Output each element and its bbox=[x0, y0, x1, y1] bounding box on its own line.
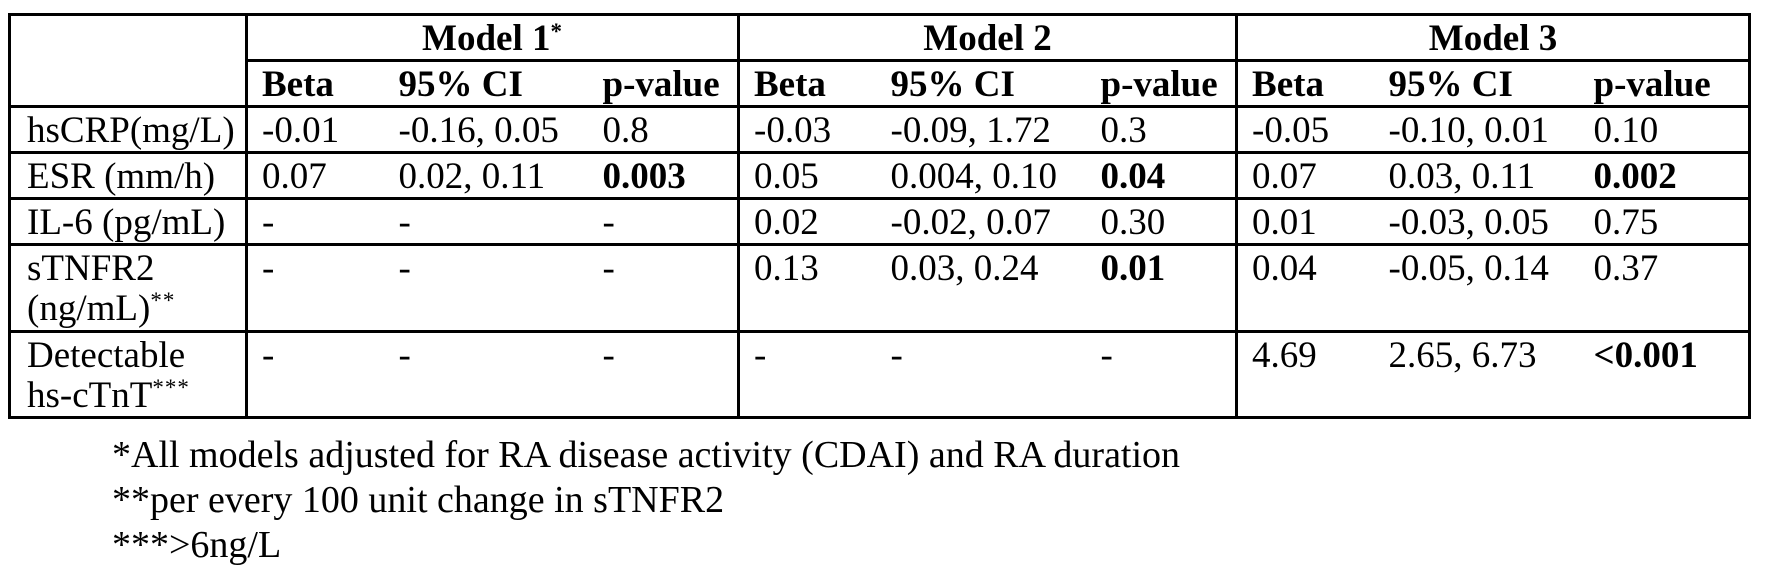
cell-hsctnt-m1-pvalue: - bbox=[588, 329, 739, 418]
cell-hsctnt-m2-beta: - bbox=[737, 329, 877, 418]
cell-il6-m2-ci: -0.02, 0.07 bbox=[876, 196, 1087, 245]
subheader-m2-pvalue: p-value bbox=[1086, 58, 1237, 107]
cell-stnfr2-m3-ci: -0.05, 0.14 bbox=[1374, 242, 1580, 332]
footnotes: *All models adjusted for RA disease acti… bbox=[112, 433, 1770, 568]
cell-hscrp-m2-pvalue: 0.3 bbox=[1086, 104, 1237, 153]
model-1-footnote-marker: * bbox=[550, 18, 563, 44]
row-label-stnfr2-line2: (ng/mL)** bbox=[27, 287, 241, 329]
subheader-m2-ci: 95% CI bbox=[876, 58, 1087, 107]
row-label-stnfr2-unit: (ng/mL) bbox=[27, 287, 151, 329]
hsctnt-footnote-marker: *** bbox=[152, 375, 190, 401]
cell-hsctnt-m3-beta: 4.69 bbox=[1235, 329, 1375, 418]
footnote-hsctnt-threshold: ***>6ng/L bbox=[112, 523, 282, 566]
stnfr2-footnote-marker: ** bbox=[150, 288, 176, 314]
cell-il6-m3-pvalue: 0.75 bbox=[1579, 196, 1750, 245]
cell-hscrp-m2-ci: -0.09, 1.72 bbox=[876, 104, 1087, 153]
model-1-label: Model 1 bbox=[422, 18, 551, 59]
cell-esr-m1-pvalue: 0.003 bbox=[588, 150, 739, 199]
row-label-esr-text: ESR (mm/h) bbox=[27, 155, 216, 197]
table-row-stnfr2: sTNFR2 (ng/mL)** - - - 0.13 0.03, 0.24 0… bbox=[9, 242, 1750, 332]
row-label-hscrp: hsCRP(mg/L) bbox=[9, 104, 247, 153]
row-label-hsctnt: Detectable hs-cTnT*** bbox=[9, 329, 247, 418]
cell-stnfr2-m2-beta: 0.13 bbox=[737, 242, 877, 332]
cell-esr-m1-beta: 0.07 bbox=[245, 150, 385, 199]
row-label-hsctnt-line2: hs-cTnT*** bbox=[27, 374, 241, 416]
row-label-hsctnt-text: hs-cTnT bbox=[27, 374, 153, 416]
subheader-m1-pvalue: p-value bbox=[588, 58, 739, 107]
cell-hscrp-m2-beta: -0.03 bbox=[737, 104, 877, 153]
model-header-row: Model 1* Model 2 Model 3 bbox=[10, 14, 1750, 61]
cell-stnfr2-m3-pvalue: 0.37 bbox=[1579, 242, 1750, 332]
cell-hscrp-m1-ci: -0.16, 0.05 bbox=[384, 104, 589, 153]
subheader-m3-pvalue: p-value bbox=[1579, 58, 1750, 107]
cell-il6-m3-ci: -0.03, 0.05 bbox=[1374, 196, 1580, 245]
cell-stnfr2-m1-ci: - bbox=[384, 242, 589, 332]
subheader-m1-beta: Beta bbox=[245, 58, 385, 107]
footnote-models-adjusted: *All models adjusted for RA disease acti… bbox=[112, 433, 1181, 476]
cell-hsctnt-m3-ci: 2.65, 6.73 bbox=[1374, 329, 1580, 418]
model-2-header: Model 2 bbox=[736, 14, 1237, 61]
subheader-row: Beta 95% CI p-value Beta 95% CI p-value … bbox=[10, 58, 1750, 107]
subheader-m3-beta: Beta bbox=[1235, 58, 1375, 107]
table-row-esr: ESR (mm/h) 0.07 0.02, 0.11 0.003 0.05 0.… bbox=[9, 150, 1750, 199]
row-label-hscrp-text: hsCRP(mg/L) bbox=[27, 109, 235, 151]
row-label-esr: ESR (mm/h) bbox=[9, 150, 247, 199]
cell-stnfr2-m2-pvalue: 0.01 bbox=[1086, 242, 1237, 332]
row-label-hsctnt-line1: Detectable bbox=[27, 334, 186, 376]
cell-il6-m1-beta: - bbox=[245, 196, 385, 245]
cell-hsctnt-m3-pvalue: <0.001 bbox=[1579, 329, 1750, 418]
cell-esr-m1-ci: 0.02, 0.11 bbox=[384, 150, 589, 199]
footnote-stnfr2-unit: **per every 100 unit change in sTNFR2 bbox=[112, 478, 725, 521]
row-label-il6: IL-6 (pg/mL) bbox=[9, 196, 247, 245]
row-label-stnfr2: sTNFR2 (ng/mL)** bbox=[9, 242, 247, 332]
cell-hscrp-m3-beta: -0.05 bbox=[1235, 104, 1375, 153]
cell-stnfr2-m2-ci: 0.03, 0.24 bbox=[876, 242, 1087, 332]
cell-esr-m2-pvalue: 0.04 bbox=[1086, 150, 1237, 199]
cell-stnfr2-m1-pvalue: - bbox=[588, 242, 739, 332]
row-label-stnfr2-line1: sTNFR2 bbox=[27, 247, 155, 289]
cell-esr-m3-beta: 0.07 bbox=[1235, 150, 1375, 199]
cell-stnfr2-m3-beta: 0.04 bbox=[1235, 242, 1375, 332]
cell-hscrp-m1-pvalue: 0.8 bbox=[588, 104, 739, 153]
cell-hsctnt-m1-ci: - bbox=[384, 329, 589, 418]
cell-esr-m2-beta: 0.05 bbox=[737, 150, 877, 199]
cell-hsctnt-m2-ci: - bbox=[876, 329, 1087, 418]
subheader-m1-ci: 95% CI bbox=[384, 58, 589, 107]
results-table: Model 1* Model 2 Model 3 Beta 95% CI p-v… bbox=[8, 13, 1752, 419]
row-label-il6-text: IL-6 (pg/mL) bbox=[27, 201, 226, 243]
model-3-label: Model 3 bbox=[1428, 18, 1558, 59]
stub-header-cell bbox=[10, 15, 247, 107]
cell-hscrp-m1-beta: -0.01 bbox=[245, 104, 385, 153]
cell-il6-m2-beta: 0.02 bbox=[737, 196, 877, 245]
cell-il6-m1-pvalue: - bbox=[588, 196, 739, 245]
cell-esr-m2-ci: 0.004, 0.10 bbox=[876, 150, 1087, 199]
cell-hsctnt-m2-pvalue: - bbox=[1086, 329, 1237, 418]
cell-hsctnt-m1-beta: - bbox=[245, 329, 385, 418]
table-row-il6: IL-6 (pg/mL) - - - 0.02 -0.02, 0.07 0.30… bbox=[9, 196, 1750, 245]
subheader-m3-ci: 95% CI bbox=[1374, 58, 1580, 107]
cell-stnfr2-m1-beta: - bbox=[245, 242, 385, 332]
cell-hscrp-m3-pvalue: 0.10 bbox=[1579, 104, 1750, 153]
table-row-hscrp: hsCRP(mg/L) -0.01 -0.16, 0.05 0.8 -0.03 … bbox=[9, 104, 1750, 153]
cell-il6-m1-ci: - bbox=[384, 196, 589, 245]
model-2-label: Model 2 bbox=[923, 18, 1052, 59]
subheader-m2-beta: Beta bbox=[737, 58, 877, 107]
cell-il6-m2-pvalue: 0.30 bbox=[1086, 196, 1237, 245]
model-1-header: Model 1* bbox=[245, 14, 739, 61]
cell-il6-m3-beta: 0.01 bbox=[1235, 196, 1375, 245]
table-row-hsctnt: Detectable hs-cTnT*** - - - - - - 4.69 2… bbox=[9, 329, 1750, 418]
cell-hscrp-m3-ci: -0.10, 0.01 bbox=[1374, 104, 1580, 153]
cell-esr-m3-pvalue: 0.002 bbox=[1579, 150, 1750, 199]
model-3-header: Model 3 bbox=[1235, 14, 1750, 61]
cell-esr-m3-ci: 0.03, 0.11 bbox=[1374, 150, 1580, 199]
